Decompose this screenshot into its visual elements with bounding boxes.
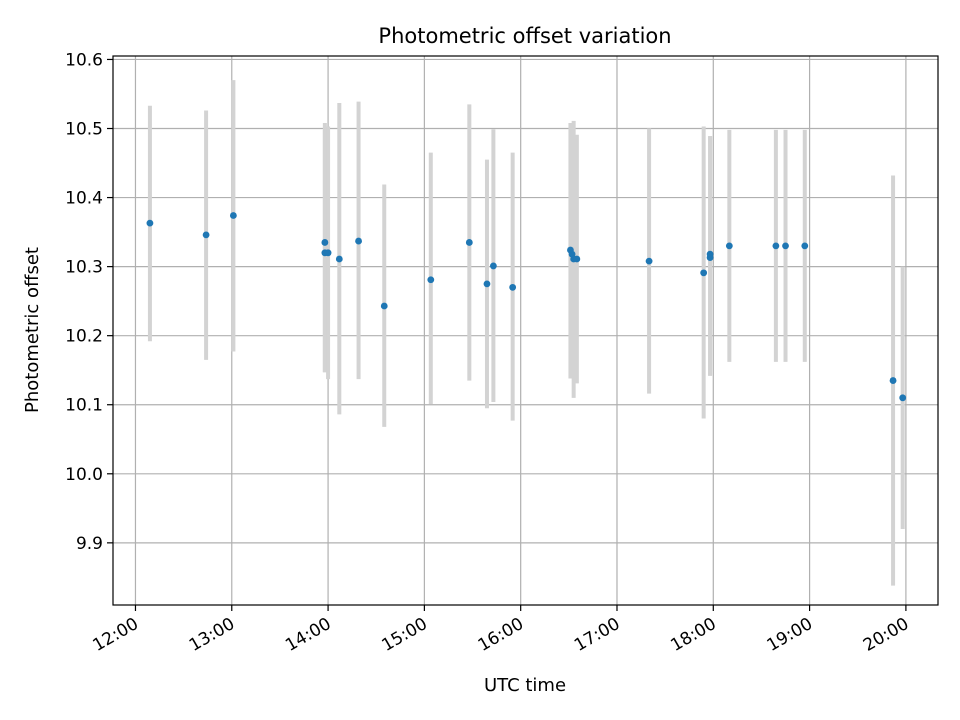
- plot-background: [113, 56, 938, 605]
- y-tick-label-6: 10.5: [65, 120, 103, 140]
- data-point-26: [889, 377, 897, 384]
- y-tick-label-7: 10.6: [65, 50, 103, 70]
- chart-title: Photometric offset variation: [378, 24, 671, 48]
- data-point-25: [801, 242, 809, 250]
- data-point-2: [229, 212, 237, 219]
- point-layer: [146, 212, 907, 402]
- data-point-27: [899, 394, 907, 402]
- data-point-3: [321, 239, 329, 246]
- y-tick-label-5: 10.4: [65, 189, 103, 209]
- y-tick-label-1: 10.0: [65, 465, 103, 485]
- y-tick-label-3: 10.2: [65, 327, 103, 347]
- data-point-13: [509, 283, 517, 291]
- data-point-5: [324, 249, 332, 257]
- y-axis-title: Photometric offset: [22, 247, 43, 413]
- data-point-11: [483, 280, 491, 288]
- x-axis-title: UTC time: [484, 675, 566, 696]
- data-point-12: [489, 262, 497, 270]
- data-point-9: [427, 276, 435, 284]
- data-point-7: [355, 237, 362, 245]
- y-tick-label-4: 10.3: [65, 258, 103, 278]
- data-point-24: [782, 242, 789, 250]
- y-tick-label-0: 9.9: [76, 534, 103, 554]
- data-point-8: [380, 302, 388, 310]
- data-point-10: [465, 239, 473, 246]
- data-point-23: [772, 242, 780, 250]
- data-point-6: [335, 255, 343, 263]
- tick-layer: 12:00 13:00 14:00 15:00 16:00 17:00 18:00 19:00…: [65, 50, 912, 655]
- plot-frame: [112, 55, 939, 606]
- data-point-21: [706, 250, 714, 258]
- y-tick-label-2: 10.1: [65, 396, 103, 416]
- data-point-22: [725, 242, 733, 250]
- data-point-19: [700, 269, 708, 277]
- data-point-0: [146, 219, 154, 227]
- data-point-1: [202, 231, 210, 239]
- data-point-17: [573, 255, 581, 263]
- data-point-18: [645, 257, 653, 265]
